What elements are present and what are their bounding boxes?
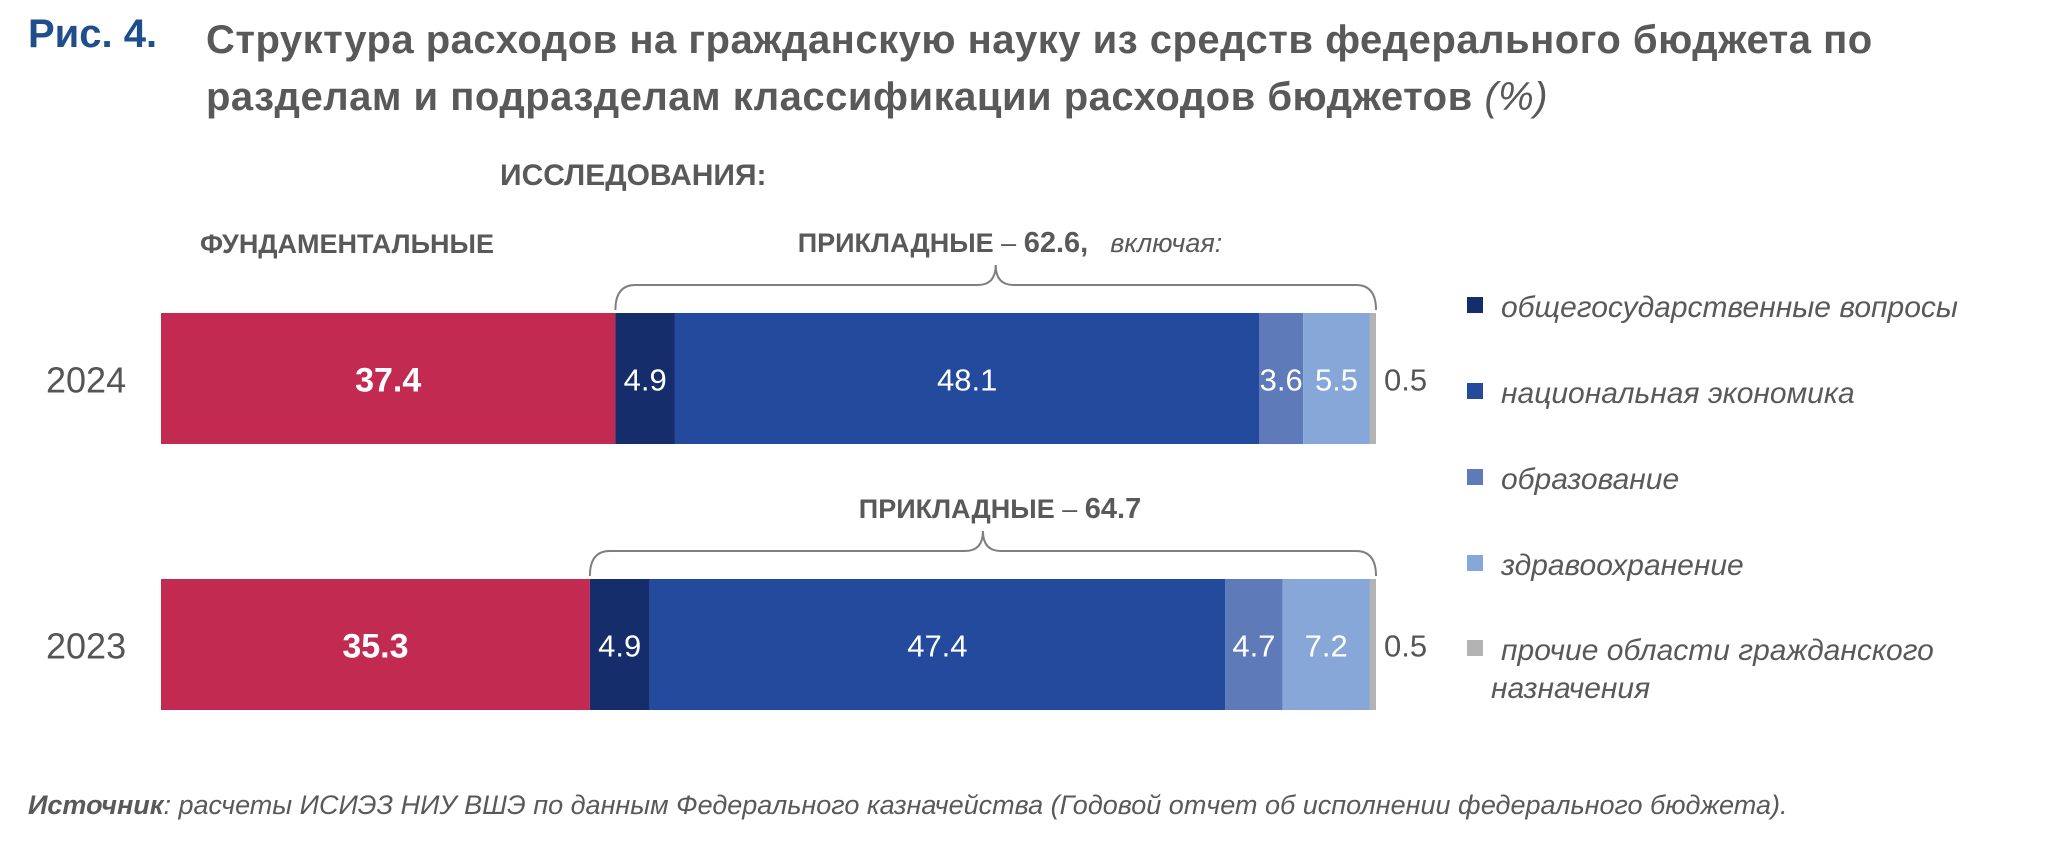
data-label-2023-0: 35.3: [342, 628, 408, 666]
data-label-2024-2: 48.1: [937, 363, 997, 398]
applied-label-2023: ПРИКЛАДНЫЕ – 64.7: [859, 493, 1141, 525]
data-label-2024-1: 4.9: [624, 363, 667, 398]
bar-segment-2024-0: [161, 313, 616, 444]
bar-segment-2023-3: [1225, 579, 1283, 710]
bar-segment-2024-3: [1259, 313, 1304, 444]
data-label-2023-4: 7.2: [1305, 629, 1348, 664]
source-text: : расчеты ИСИЭЗ НИУ ВШЭ по данным Федера…: [163, 790, 1788, 820]
bar-segment-2024-1: [615, 313, 675, 444]
applied-label-text-2024: ПРИКЛАДНЫЕ: [798, 228, 1001, 258]
legend-label-4: прочие области гражданского: [1501, 634, 1934, 667]
applied-label-text-2023: ПРИКЛАДНЫЕ: [859, 494, 1062, 524]
data-label-2024-0: 37.4: [355, 362, 421, 400]
bar-segment-2023-0: [161, 579, 590, 710]
data-label-2024-3: 3.6: [1260, 363, 1303, 398]
data-label-2024-4: 5.5: [1315, 363, 1358, 398]
legend-swatch-2: [1467, 469, 1483, 485]
figure-title: Структура расходов на гражданскую науку …: [206, 12, 2036, 126]
data-label-2023-2: 47.4: [907, 629, 967, 664]
legend-swatch-0: [1467, 297, 1483, 313]
data-label-2023-1: 4.9: [598, 629, 641, 664]
legend-swatch-4: [1467, 640, 1483, 656]
applied-label-dash-2024: –: [1001, 228, 1024, 258]
bar-segment-2024-5: [1369, 313, 1376, 444]
legend-label-0: общегосударственные вопросы: [1501, 291, 1958, 324]
applied-label-note-2024: включая:: [1110, 228, 1222, 258]
applied-label-value-2024: 62.6,: [1024, 227, 1089, 259]
figure-title-text: Структура расходов на гражданскую науку …: [206, 18, 1873, 119]
year-label-2024: 2024: [46, 360, 126, 401]
bar-segment-2023-4: [1282, 579, 1370, 710]
bar-segment-2023-5: [1369, 579, 1376, 710]
applied-brace-2023: [588, 530, 1377, 577]
source-label: Источник: [28, 790, 164, 820]
applied-label-dash-2023: –: [1062, 494, 1085, 524]
data-label-2024-5: 0.5: [1384, 363, 1427, 398]
legend-swatch-3: [1467, 555, 1483, 571]
applied-label-value-2023: 64.7: [1085, 493, 1141, 525]
legend-label-1: национальная экономика: [1501, 377, 1855, 410]
research-label: ИССЛЕДОВАНИЯ:: [500, 159, 767, 192]
fundamental-label: ФУНДАМЕНТАЛЬНЫЕ: [200, 229, 494, 259]
legend-label-3: здравоохранение: [1500, 549, 1744, 582]
figure-label: Рис. 4.: [28, 12, 158, 56]
data-label-2023-5: 0.5: [1384, 629, 1427, 664]
bar-segment-2024-4: [1303, 313, 1370, 444]
bar-segment-2024-2: [674, 313, 1260, 444]
figure-unit: (%): [1484, 75, 1549, 119]
year-label-2023: 2023: [46, 626, 126, 667]
bar-segment-2023-2: [649, 579, 1226, 710]
source-note: Источник: расчеты ИСИЭЗ НИУ ВШЭ по данны…: [28, 790, 1787, 821]
legend-swatch-1: [1467, 383, 1483, 399]
data-label-2023-3: 4.7: [1232, 629, 1275, 664]
applied-label-2024: ПРИКЛАДНЫЕ – 62.6, включая:: [798, 227, 1223, 259]
legend-label-line2-4: назначения: [1491, 672, 1650, 705]
applied-brace-2024: [614, 264, 1377, 311]
bar-segment-2023-1: [589, 579, 650, 710]
legend-label-2: образование: [1501, 463, 1679, 496]
